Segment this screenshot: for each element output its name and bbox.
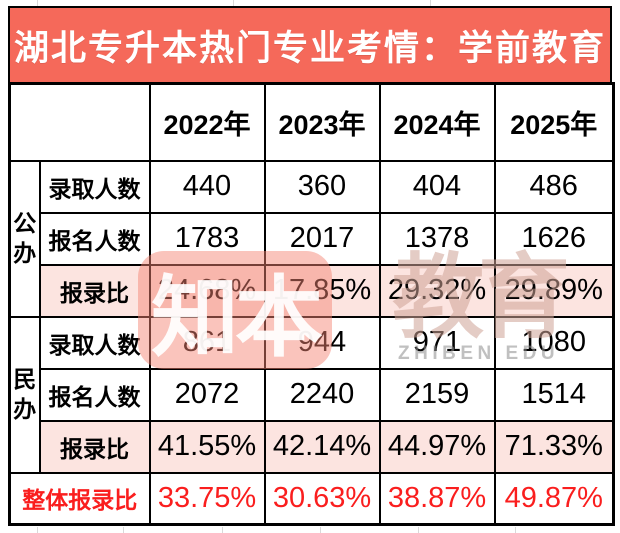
table-header-row: 2022年 2023年 2024年 2025年 <box>8 82 615 162</box>
cell-value: 440 <box>148 159 266 214</box>
cell-value: 1783 <box>148 211 266 266</box>
cell-value: 486 <box>493 159 615 214</box>
row-label: 录取人数 <box>38 315 151 370</box>
gridline-tick <box>233 0 234 6</box>
row-label: 报名人数 <box>38 367 151 422</box>
cell-value: 29.32% <box>378 263 496 318</box>
group-label-public: 公办 <box>8 159 41 318</box>
cell-value: 71.33% <box>493 419 615 474</box>
cell-value: 2017 <box>263 211 381 266</box>
year-header-2022: 2022年 <box>148 82 266 162</box>
cell-value: 44.97% <box>378 419 496 474</box>
gridline-tick <box>430 0 431 6</box>
exam-stats-table: 2022年 2023年 2024年 2025年 公办 录取人数 440 360 … <box>8 82 615 526</box>
cell-value: 944 <box>263 315 381 370</box>
cell-value: 41.55% <box>148 419 266 474</box>
table-row: 民办 录取人数 861 944 971 1080 <box>8 315 615 474</box>
gridline-tick <box>320 527 321 533</box>
cell-value: 42.14% <box>263 419 381 474</box>
row-label: 报名人数 <box>38 211 151 266</box>
cell-value: 2072 <box>148 367 266 422</box>
year-header-2024: 2024年 <box>378 82 496 162</box>
gridline-tick <box>123 527 124 533</box>
row-label: 报录比 <box>38 419 151 474</box>
gridline-tick <box>222 527 223 533</box>
gridline-tick <box>515 527 516 533</box>
cell-value: 404 <box>378 159 496 214</box>
cell-value: 1626 <box>493 211 615 266</box>
cell-value: 360 <box>263 159 381 214</box>
cell-value: 1080 <box>493 315 615 370</box>
cell-value: 1378 <box>378 211 496 266</box>
table-row-summary: 整体报录比 33.75% 30.63% 38.87% 49.87% <box>8 471 615 526</box>
gridline-tick <box>37 527 38 533</box>
cell-value: 1514 <box>493 367 615 422</box>
cell-value: 2240 <box>263 367 381 422</box>
table-row-ratio: 报录比 41.55% 42.14% 44.97% 71.33% <box>10 419 615 474</box>
cell-value: 29.89% <box>493 263 615 318</box>
row-label: 录取人数 <box>38 159 151 214</box>
summary-value: 33.75% <box>148 471 266 526</box>
summary-label: 整体报录比 <box>8 471 151 526</box>
summary-value: 30.63% <box>263 471 381 526</box>
year-header-2025: 2025年 <box>493 82 615 162</box>
year-header-2023: 2023年 <box>263 82 381 162</box>
page-title: 湖北专升本热门专业考情：学前教育 <box>8 6 612 84</box>
summary-value: 38.87% <box>378 471 496 526</box>
summary-value: 49.87% <box>493 471 615 526</box>
table-row: 报名人数 1783 2017 1378 1626 <box>10 211 615 266</box>
gridline-tick <box>37 0 38 6</box>
table-row: 报名人数 2072 2240 2159 1514 <box>10 367 615 422</box>
corner-cell <box>8 82 151 162</box>
table-row-ratio: 报录比 24.68% 17.85% 29.32% 29.89% <box>10 263 615 318</box>
cell-value: 861 <box>148 315 266 370</box>
cell-value: 2159 <box>378 367 496 422</box>
cell-value: 24.68% <box>148 263 266 318</box>
group-label-private: 民办 <box>8 315 41 474</box>
gridline-tick <box>418 527 419 533</box>
cell-value: 17.85% <box>263 263 381 318</box>
table-row: 公办 录取人数 440 360 404 486 <box>8 159 615 318</box>
cell-value: 971 <box>378 315 496 370</box>
row-label: 报录比 <box>38 263 151 318</box>
